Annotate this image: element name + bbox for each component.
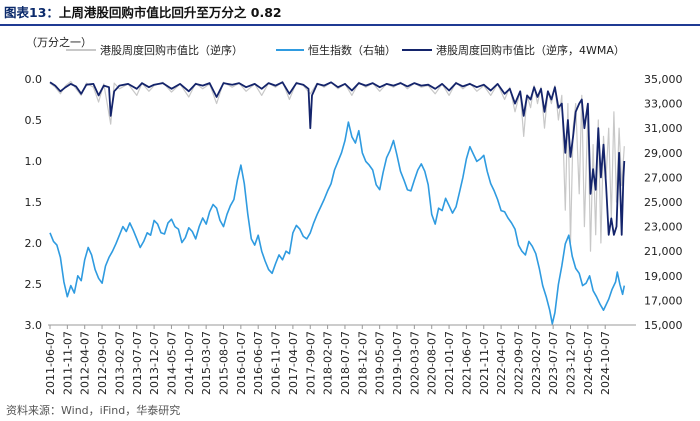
x-tick-label: 2019-05-07 bbox=[374, 331, 387, 395]
x-tick-label: 2013-12-07 bbox=[148, 331, 161, 395]
right-tick-label: 27,000 bbox=[644, 171, 683, 184]
right-tick-label: 33,000 bbox=[644, 98, 683, 111]
right-tick-label: 29,000 bbox=[644, 147, 683, 160]
x-tick-label: 2023-02-07 bbox=[530, 331, 543, 395]
left-tick-label: 3.0 bbox=[25, 319, 43, 332]
x-tick-label: 2022-09-07 bbox=[512, 331, 525, 395]
series-layer bbox=[49, 80, 626, 325]
right-tick-label: 35,000 bbox=[644, 73, 683, 86]
left-tick-label: 1.5 bbox=[25, 196, 43, 209]
x-tick-label: 2018-07-07 bbox=[339, 331, 352, 395]
x-tick-label: 2011-06-07 bbox=[44, 331, 57, 395]
left-tick-label: 2.0 bbox=[25, 237, 43, 250]
x-tick-label: 2022-04-07 bbox=[495, 331, 508, 395]
x-tick-label: 2013-02-07 bbox=[113, 331, 126, 395]
series-line-hsi bbox=[49, 121, 626, 325]
x-tick-label: 2021-11-07 bbox=[478, 331, 491, 395]
x-tick-label: 2015-03-07 bbox=[200, 331, 213, 395]
x-tick-label: 2017-09-07 bbox=[304, 331, 317, 395]
unit-label: （万分之一） bbox=[26, 35, 92, 49]
x-tick-label: 2011-11-07 bbox=[61, 331, 74, 395]
right-tick-label: 23,000 bbox=[644, 221, 683, 234]
x-tick-label: 2016-01-07 bbox=[235, 331, 248, 395]
left-tick-label: 2.5 bbox=[25, 278, 43, 291]
source-note: 资料来源：Wind，iFind，华泰研究 bbox=[6, 404, 181, 417]
x-tick-label: 2018-12-07 bbox=[356, 331, 369, 395]
right-tick-label: 21,000 bbox=[644, 245, 683, 258]
x-tick-label: 2016-11-07 bbox=[270, 331, 283, 395]
x-tick-label: 2018-02-07 bbox=[322, 331, 335, 395]
figure-title: 上周港股回购市值比回升至万分之 0.82 bbox=[58, 5, 282, 20]
legend-label-hsi: 恒生指数（右轴） bbox=[308, 43, 396, 57]
x-tick-label: 2014-05-07 bbox=[165, 331, 178, 395]
x-tick-label: 2020-08-07 bbox=[426, 331, 439, 395]
right-tick-label: 19,000 bbox=[644, 270, 683, 283]
x-tick-label: 2019-10-07 bbox=[391, 331, 404, 395]
left-tick-label: 0.0 bbox=[25, 73, 43, 86]
left-tick-label: 1.0 bbox=[25, 155, 43, 168]
legend: （万分之一） 港股周度回购市值比（逆序） 恒生指数（右轴） 港股周度回购市值比（… bbox=[26, 35, 625, 57]
right-tick-label: 17,000 bbox=[644, 294, 683, 307]
title-rule bbox=[0, 24, 700, 26]
right-tick-label: 15,000 bbox=[644, 319, 683, 332]
x-tick-label: 2012-09-07 bbox=[96, 331, 109, 395]
left-axis: 0.0 0.5 1.0 1.5 2.0 2.5 3.0 bbox=[25, 73, 43, 332]
x-tick-label: 2015-08-07 bbox=[218, 331, 231, 395]
x-tick-label: 2013-07-07 bbox=[131, 331, 144, 395]
x-tick-label: 2020-03-07 bbox=[408, 331, 421, 395]
left-tick-label: 0.5 bbox=[25, 114, 43, 127]
right-tick-label: 31,000 bbox=[644, 122, 683, 135]
series-line-4wma bbox=[49, 81, 626, 236]
figure-number: 图表13： bbox=[4, 5, 59, 20]
x-tick-label: 2024-10-07 bbox=[599, 331, 612, 395]
x-axis: 2011-06-07 2011-11-07 2012-04-07 2012-09-07… bbox=[44, 325, 612, 395]
x-tick-label: 2017-04-07 bbox=[287, 331, 300, 395]
x-tick-label: 2021-06-07 bbox=[460, 331, 473, 395]
legend-label-ratio: 港股周度回购市值比（逆序） bbox=[100, 43, 243, 57]
series-line-ratio bbox=[49, 80, 625, 252]
legend-label-4wma: 港股周度回购市值比（逆序，4WMA） bbox=[436, 43, 625, 57]
x-tick-label: 2021-01-07 bbox=[443, 331, 456, 395]
x-tick-label: 2014-10-07 bbox=[183, 331, 196, 395]
right-tick-label: 25,000 bbox=[644, 196, 683, 209]
right-axis: 35,000 33,000 31,000 29,000 27,000 25,000 23,0… bbox=[644, 73, 683, 332]
x-tick-label: 2023-07-07 bbox=[547, 331, 560, 395]
x-tick-label: 2012-04-07 bbox=[79, 331, 92, 395]
x-tick-label: 2024-05-07 bbox=[582, 331, 595, 395]
x-tick-label: 2023-12-07 bbox=[565, 331, 578, 395]
chart-title: 图表13：上周港股回购市值比回升至万分之 0.82 bbox=[4, 2, 282, 21]
x-tick-label: 2016-06-07 bbox=[252, 331, 265, 395]
